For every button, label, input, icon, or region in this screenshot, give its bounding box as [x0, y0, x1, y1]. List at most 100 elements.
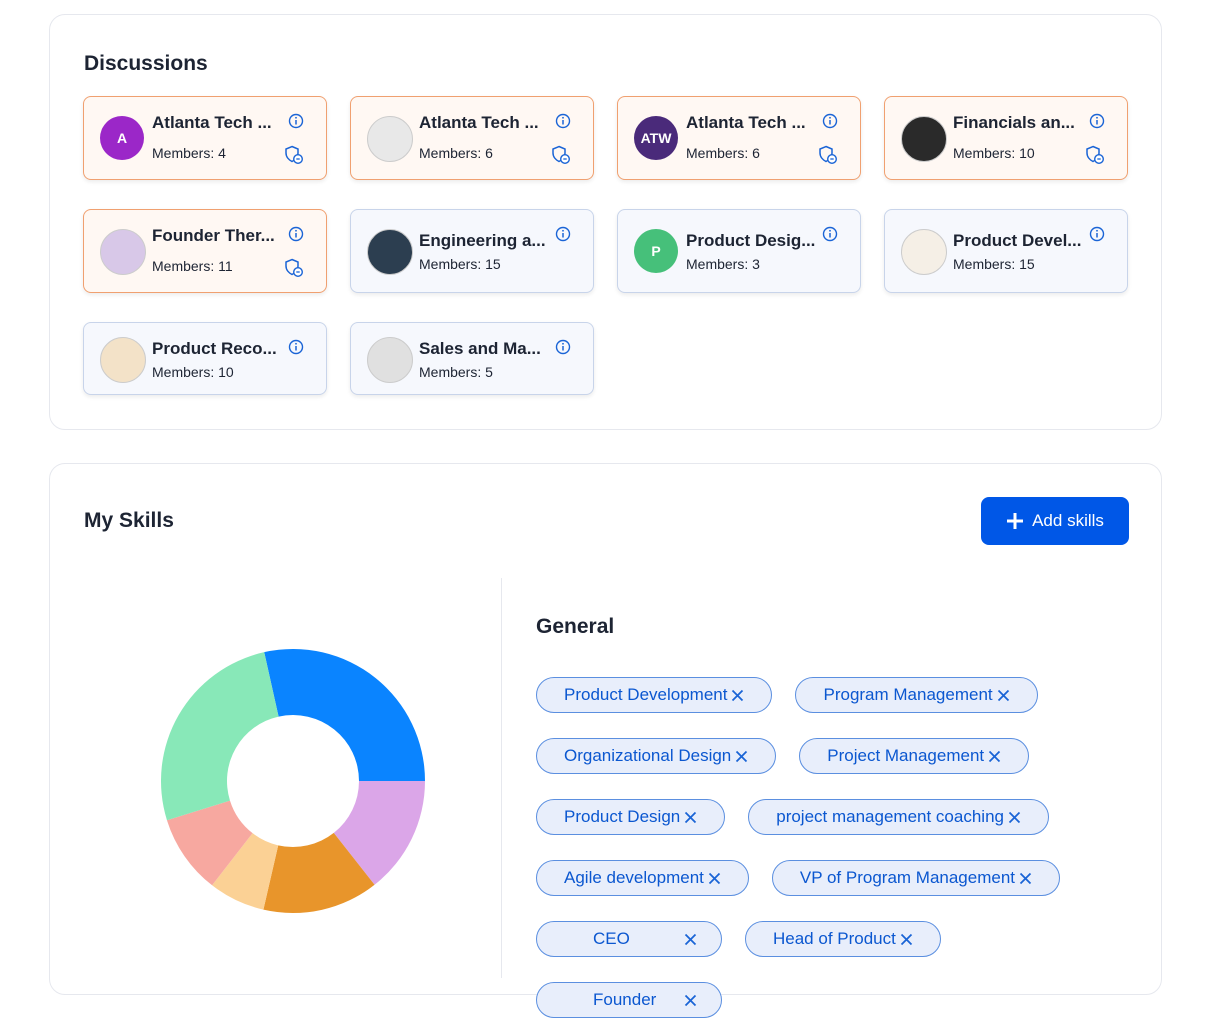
donut-slice [263, 832, 375, 913]
moderator-icon [1085, 145, 1105, 170]
member-count: Members: 3 [686, 256, 760, 272]
donut-slice [161, 652, 279, 821]
remove-button[interactable] [708, 872, 721, 885]
info-icon[interactable] [1089, 113, 1105, 134]
button-label: Add skills [1032, 511, 1104, 530]
avatar: P [634, 229, 678, 273]
section-title: Discussions [84, 52, 208, 75]
moderator-icon [818, 145, 838, 170]
skill-tag: Founder [536, 982, 722, 1018]
info-icon[interactable] [555, 339, 571, 360]
skills-chart [161, 649, 425, 913]
remove-button[interactable] [731, 689, 744, 702]
group-card[interactable]: Product Reco... Members: 10 [83, 322, 327, 395]
section-title: My Skills [84, 509, 174, 532]
donut-slice [264, 649, 425, 781]
remove-button[interactable] [900, 933, 913, 946]
group-name: Financials an... [953, 113, 1075, 132]
group-card[interactable]: Atlanta Tech ... Members: 6 [350, 96, 594, 180]
info-icon[interactable] [1089, 226, 1105, 247]
group-card[interactable]: Product Devel... Members: 15 [884, 209, 1128, 293]
remove-button[interactable] [684, 933, 697, 946]
info-icon[interactable] [822, 226, 838, 247]
remove-button[interactable] [1019, 872, 1032, 885]
remove-button[interactable] [684, 994, 697, 1007]
group-card[interactable]: Engineering a... Members: 15 [350, 209, 594, 293]
avatar [100, 336, 146, 383]
avatar [901, 116, 947, 162]
skill-tag: Agile development [536, 860, 749, 896]
info-icon[interactable] [555, 113, 571, 134]
skill-tag: Project Management [799, 738, 1030, 774]
skill-tag: Product Development [536, 677, 773, 713]
moderator-icon [551, 145, 571, 170]
member-count: Members: 11 [152, 258, 233, 274]
member-count: Members: 6 [419, 145, 493, 161]
remove-button[interactable] [684, 811, 697, 824]
avatar: ATW [634, 116, 678, 160]
member-count: Members: 15 [419, 256, 501, 272]
tag-label: Head of Product [773, 929, 896, 948]
info-icon[interactable] [288, 226, 304, 247]
group-card[interactable]: P Product Desig... Members: 3 [617, 209, 861, 293]
avatar: A [100, 116, 144, 160]
group-card[interactable]: A Atlanta Tech ... Members: 4 [83, 96, 327, 180]
plus-icon [1007, 513, 1024, 529]
remove-button[interactable] [735, 750, 748, 763]
group-name: Product Reco... [152, 339, 277, 358]
avatar-text: ATW [640, 130, 672, 146]
skill-tag: Head of Product [745, 921, 941, 957]
tag-label: VP of Program Management [799, 868, 1016, 887]
skill-tag: VP of Program Management [771, 860, 1061, 896]
tag-label: Organizational Design [564, 746, 732, 765]
donut-slice [212, 833, 279, 910]
tag-label: Product Development [564, 685, 728, 704]
member-count: Members: 6 [686, 145, 760, 161]
avatar [901, 229, 947, 275]
tag-label: CEO [593, 929, 630, 948]
skill-tag: CEO [536, 921, 722, 957]
info-icon[interactable] [822, 113, 838, 134]
group-name: Engineering a... [419, 231, 546, 250]
group-card[interactable]: Financials an... Members: 10 [884, 96, 1128, 180]
group-name: Atlanta Tech ... [686, 113, 806, 132]
skill-tag: Organizational Design [536, 738, 777, 774]
group-card[interactable]: Founder Ther... Members: 11 [83, 209, 327, 293]
category-title: General [536, 615, 615, 638]
avatar [367, 229, 413, 275]
tag-list: Product Development Program Management Org… [536, 677, 1111, 1018]
info-icon[interactable] [288, 339, 304, 360]
remove-button[interactable] [1008, 811, 1021, 824]
group-name: Product Desig... [686, 231, 816, 250]
group-name: Atlanta Tech ... [152, 113, 272, 132]
member-count: Members: 4 [152, 145, 226, 161]
group-name: Sales and Ma... [419, 339, 541, 358]
tag-label: Project Management [827, 746, 985, 765]
group-name: Atlanta Tech ... [419, 113, 539, 132]
tag-label: project management coaching [776, 807, 1004, 826]
group-card[interactable]: ATW Atlanta Tech ... Members: 6 [617, 96, 861, 180]
donut-slice [333, 781, 425, 885]
member-count: Members: 10 [152, 364, 234, 380]
remove-button[interactable] [997, 689, 1010, 702]
info-icon[interactable] [555, 226, 571, 247]
skill-tag: Program Management [795, 677, 1038, 713]
group-grid: A Atlanta Tech ... Members: 4 Atlanta Tech … [83, 96, 1129, 395]
member-count: Members: 15 [953, 256, 1035, 272]
group-card[interactable]: Sales and Ma... Members: 5 [350, 322, 594, 395]
remove-button[interactable] [988, 750, 1001, 763]
tag-label: Product Design [564, 807, 681, 826]
skill-tag: Product Design [536, 799, 726, 835]
info-icon[interactable] [288, 113, 304, 134]
add-skills-button[interactable]: Add skills [981, 497, 1129, 545]
avatar [367, 116, 413, 162]
avatar [367, 336, 413, 383]
moderator-icon [284, 145, 304, 170]
group-name: Product Devel... [953, 231, 1082, 250]
avatar [100, 229, 146, 275]
member-count: Members: 5 [419, 364, 493, 380]
donut-slice [166, 800, 253, 886]
tag-label: Founder [593, 990, 657, 1009]
